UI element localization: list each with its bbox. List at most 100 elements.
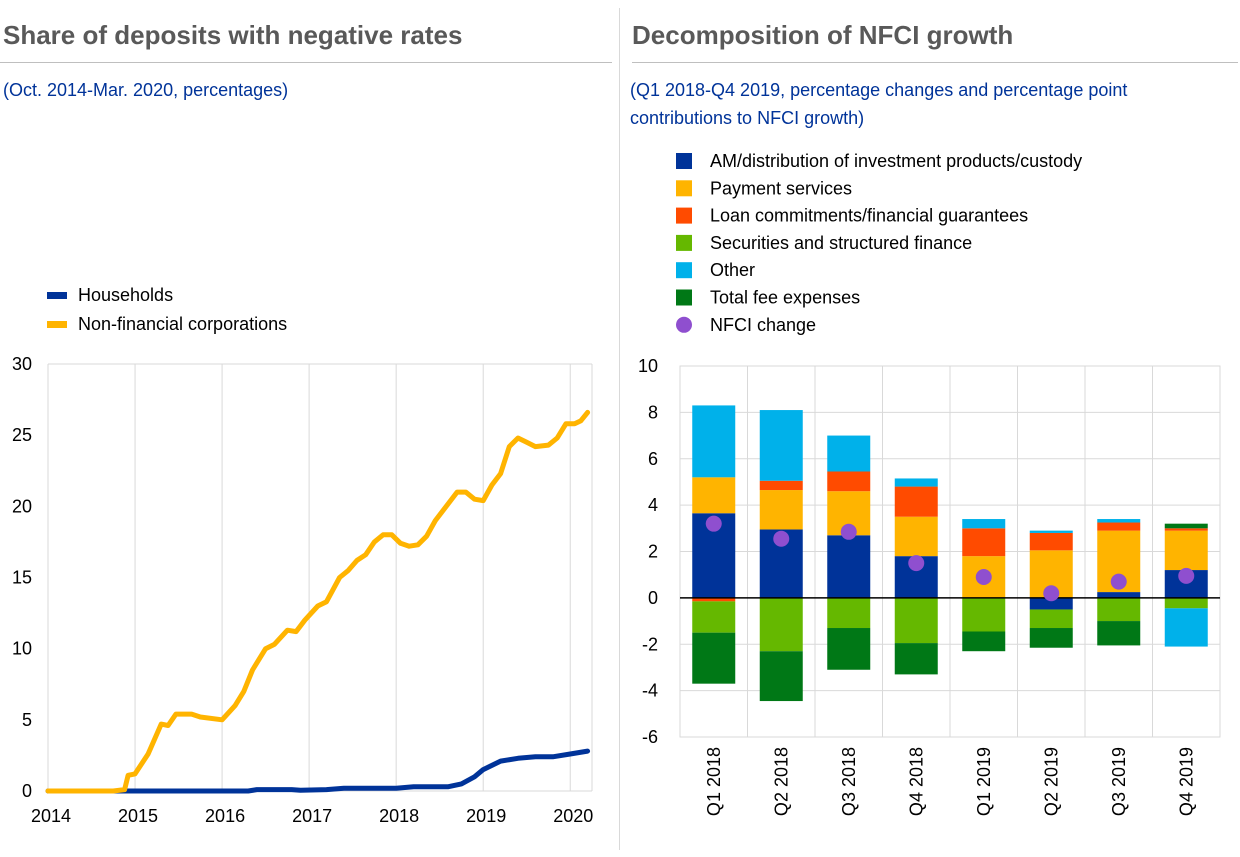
bar-segment [759, 597, 803, 652]
bar-segment [827, 435, 871, 472]
legend-dot [676, 316, 692, 333]
bar-segment [759, 410, 803, 481]
x-tick-label: 2019 [466, 806, 506, 826]
x-category-label: Q4 2018 [906, 747, 926, 816]
right-title-rule [632, 62, 1238, 63]
bar-segment [827, 597, 871, 629]
legend-swatch [676, 207, 692, 224]
left-chart-title: Share of deposits with negative rates [3, 20, 463, 50]
y-tick-label: -2 [642, 634, 658, 654]
x-category-label: Q4 2019 [1176, 747, 1196, 816]
y-tick-label: 10 [12, 639, 32, 659]
y-tick-label: 15 [12, 568, 32, 588]
bar-segment [1097, 597, 1141, 622]
legend-swatch [676, 289, 692, 306]
legend-label: Households [78, 285, 173, 305]
bar-segment [692, 477, 736, 514]
line-chart: Households Non-financial corporations 0 5 10… [12, 285, 593, 826]
bar-segment [759, 480, 803, 491]
legend-swatch [676, 262, 692, 279]
nfci-change-dot [1178, 567, 1195, 584]
bar-segment [1097, 592, 1141, 598]
x-tick-label: 2014 [31, 806, 71, 826]
nfci-change-dot [1110, 573, 1127, 590]
legend-label: Securities and structured finance [710, 233, 972, 253]
bar-chart: AM/distribution of investment products/c… [638, 151, 1221, 816]
bar-segment [1164, 530, 1208, 571]
nfci-change-dot [908, 555, 925, 572]
bar-segment [1097, 522, 1141, 531]
bar-segment [1029, 597, 1073, 610]
nfci-change-dot [773, 530, 790, 547]
y-tick-label: 6 [648, 449, 658, 469]
right-chart-subtitle: (Q1 2018-Q4 2019, percentage changes and… [630, 80, 1128, 128]
bar-segment [1029, 628, 1073, 648]
y-tick-label: 0 [648, 588, 658, 608]
bar-segment [827, 628, 871, 670]
y-tick-label: -6 [642, 727, 658, 747]
bar-segment [894, 597, 938, 644]
x-tick-label: 2020 [553, 806, 593, 826]
x-category-label: Q3 2018 [839, 747, 859, 816]
x-category-label: Q2 2019 [1041, 747, 1061, 816]
bar-segment [692, 601, 736, 633]
bar-segment [894, 478, 938, 487]
legend-label: Payment services [710, 178, 852, 198]
y-tick-label: 2 [648, 542, 658, 562]
legend-swatch [676, 234, 692, 251]
x-category-label: Q3 2019 [1109, 747, 1129, 816]
legend-label: Other [710, 260, 755, 280]
nfci-change-dot [1043, 585, 1060, 602]
bar-segment [962, 519, 1006, 529]
y-tick-label: 4 [648, 495, 658, 515]
x-tick-label: 2015 [118, 806, 158, 826]
y-tick-label: 20 [12, 496, 32, 516]
left-panel: Share of deposits with negative rates (O… [0, 20, 612, 826]
bar-segment [962, 528, 1006, 557]
nfci-change-dot [705, 515, 722, 532]
bar-segment [1029, 530, 1073, 533]
bar-segment [1164, 608, 1208, 647]
bar-segment [1029, 532, 1073, 551]
y-tick-label: 30 [12, 354, 32, 374]
legend-label: Total fee expenses [710, 288, 860, 308]
y-tick-label: 10 [638, 356, 658, 376]
bar-segment [1029, 609, 1073, 629]
x-category-label: Q2 2018 [771, 747, 791, 816]
legend-label: Non-financial corporations [78, 314, 287, 334]
plot-frame [679, 365, 1221, 738]
bar-segment [1164, 597, 1208, 609]
bar-segment [894, 516, 938, 557]
legend-swatch [676, 153, 692, 169]
right-chart-title: Decomposition of NFCI growth [632, 20, 1014, 50]
y-tick-label: 25 [12, 425, 32, 445]
nfci-change-dot [975, 569, 992, 586]
legend-label: Loan commitments/financial guarantees [710, 206, 1028, 226]
panel-divider [619, 8, 620, 850]
bar-segment [759, 651, 803, 702]
nfci-change-dot [840, 523, 857, 540]
legend-swatch [676, 180, 692, 197]
legend-label: NFCI change [710, 315, 816, 335]
x-category-label: Q1 2019 [974, 747, 994, 816]
x-tick-label: 2016 [205, 806, 245, 826]
bar-segment [827, 471, 871, 492]
bar-segment [894, 486, 938, 517]
x-category-label: Q1 2018 [704, 747, 724, 816]
y-tick-label: 0 [22, 781, 32, 801]
bar-segment [692, 597, 736, 602]
bar-segment [1097, 519, 1141, 523]
y-tick-label: 8 [648, 402, 658, 422]
legend-swatch [47, 321, 67, 328]
bar-segment [962, 631, 1006, 652]
households-line [45, 748, 591, 794]
bar-segment [692, 405, 736, 478]
bar-segment [827, 535, 871, 598]
nfc-line [45, 409, 591, 794]
left-title-rule [0, 62, 612, 63]
right-panel: Decomposition of NFCI growth (Q1 2018-Q4… [620, 0, 1240, 857]
x-tick-label: 2017 [292, 806, 332, 826]
bar-segment [962, 597, 1006, 632]
bar-segment [692, 632, 736, 684]
x-tick-label: 2018 [379, 806, 419, 826]
